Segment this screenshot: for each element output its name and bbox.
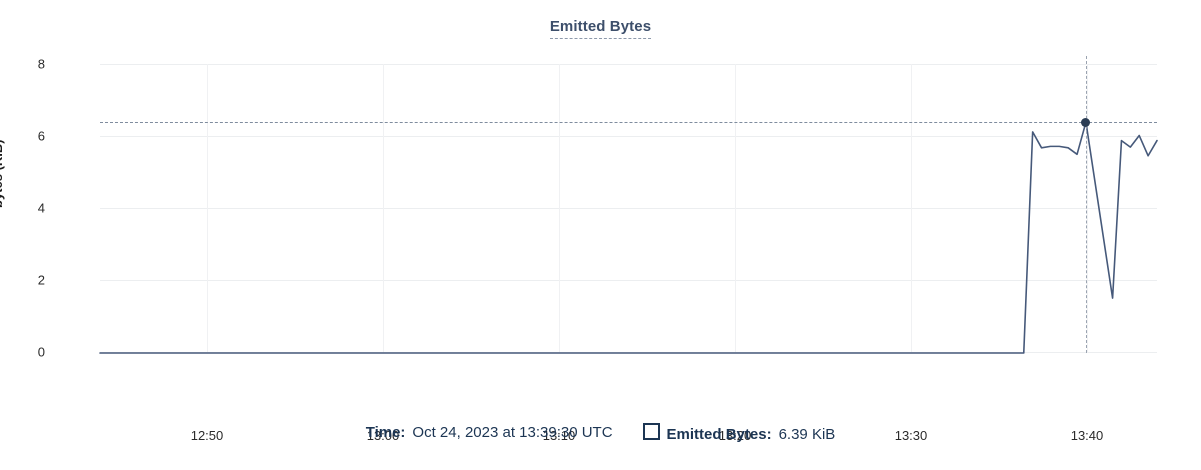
y-tick-4: 4: [37, 200, 45, 216]
plot-area[interactable]: 8 6 4 2 0 12:50 13:00 13:10 13:20 13:30 …: [38, 56, 1158, 443]
gridline-x-1300: [383, 64, 384, 353]
y-axis-label: bytes (KiB): [0, 139, 5, 208]
chart-title: Emitted Bytes: [0, 18, 1201, 39]
chart-footer-tooltip: Time: Oct 24, 2023 at 13:39:30 UTC Emitt…: [0, 422, 1201, 443]
x-tick-1250: 12:50: [190, 428, 224, 443]
gridline-x-1310: [559, 64, 560, 353]
y-tick-6: 6: [37, 128, 45, 144]
x-tick-1340: 13:40: [1070, 428, 1104, 443]
footer-time-label: Time:: [365, 424, 406, 441]
footer-series-group[interactable]: Emitted Bytes: 6.39 KiB: [642, 422, 836, 443]
footer-series-label: Emitted Bytes:: [666, 426, 772, 443]
gridline-x-1250: [207, 64, 208, 353]
gridline-y-6: [100, 136, 1157, 137]
x-tick-1330: 13:30: [894, 428, 928, 443]
gridline-x-1340: [1087, 64, 1088, 353]
gridline-x-1320: [735, 64, 736, 353]
footer-time-value: Oct 24, 2023 at 13:39:30 UTC: [412, 424, 613, 441]
y-tick-0: 0: [37, 344, 45, 360]
y-tick-2: 2: [37, 272, 45, 288]
gridline-y-2: [100, 280, 1157, 281]
y-tick-8: 8: [37, 56, 45, 72]
hover-point-marker[interactable]: [1081, 117, 1091, 127]
crosshair-vertical: [1085, 56, 1087, 353]
x-tick-1320: 13:20: [718, 428, 752, 443]
x-tick-1300: 13:00: [366, 428, 400, 443]
gridline-y-4: [100, 208, 1157, 209]
square-outline-icon[interactable]: [642, 423, 660, 440]
chart-title-text: Emitted Bytes: [549, 18, 652, 39]
footer-series-value: 6.39 KiB: [778, 426, 836, 443]
series-emitted-bytes: [99, 121, 1158, 354]
x-tick-1310: 13:10: [542, 428, 576, 443]
gridline-y-8: [100, 64, 1157, 65]
crosshair-horizontal: [100, 122, 1157, 124]
gridline-x-1330: [911, 64, 912, 353]
footer-time-group: Time: Oct 24, 2023 at 13:39:30 UTC: [366, 424, 613, 441]
